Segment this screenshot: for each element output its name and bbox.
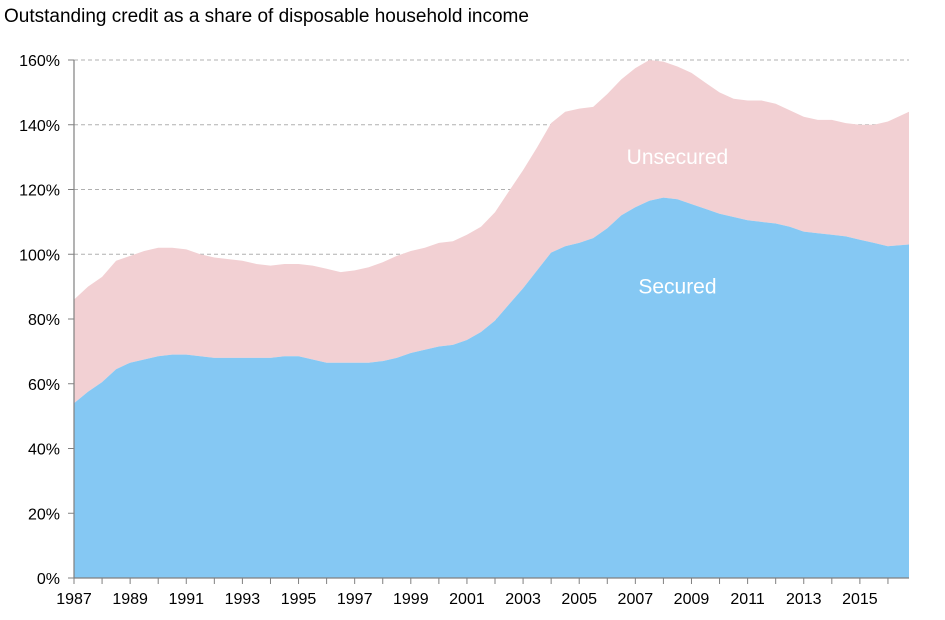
x-tick-label: 1999 (393, 591, 429, 608)
series-label-secured: Secured (638, 276, 716, 299)
x-tick-label: 2005 (561, 591, 597, 608)
y-tick-label: 100% (19, 247, 60, 264)
area-labels: Secured Unsecured (627, 146, 729, 299)
y-tick-label: 160% (19, 53, 60, 70)
chart-title: Outstanding credit as a share of disposa… (4, 6, 529, 27)
y-tick-label: 20% (28, 506, 60, 523)
axes: 0% 20% 40% 60% 80% 100% 120% 140% 160% 1987 1989 19… (19, 53, 909, 608)
x-tick-label: 2013 (786, 591, 822, 608)
x-tick-label: 1993 (225, 591, 261, 608)
x-tick-label: 1997 (337, 591, 373, 608)
x-tick-label: 1987 (56, 591, 92, 608)
series-label-unsecured: Unsecured (627, 146, 729, 169)
plot-areas (74, 60, 909, 578)
y-tick-label: 80% (28, 312, 60, 329)
y-tick-label: 140% (19, 118, 60, 135)
y-tick-label: 0% (37, 571, 60, 588)
x-tick-label: 1989 (112, 591, 148, 608)
x-tick-label: 1995 (281, 591, 317, 608)
x-tick-label: 2011 (730, 591, 765, 608)
secured-area (74, 197, 909, 578)
x-tick-label: 2007 (618, 591, 654, 608)
x-tick-label: 2015 (842, 591, 878, 608)
y-tick-label: 40% (28, 442, 60, 459)
unsecured-area (74, 60, 909, 404)
x-tick-label: 1991 (168, 591, 204, 608)
x-tick-label: 2009 (674, 591, 710, 608)
x-tick-label: 2001 (449, 591, 485, 608)
y-tick-label: 120% (19, 183, 60, 200)
x-tick-label: 2003 (505, 591, 541, 608)
y-tick-label: 60% (28, 377, 60, 394)
